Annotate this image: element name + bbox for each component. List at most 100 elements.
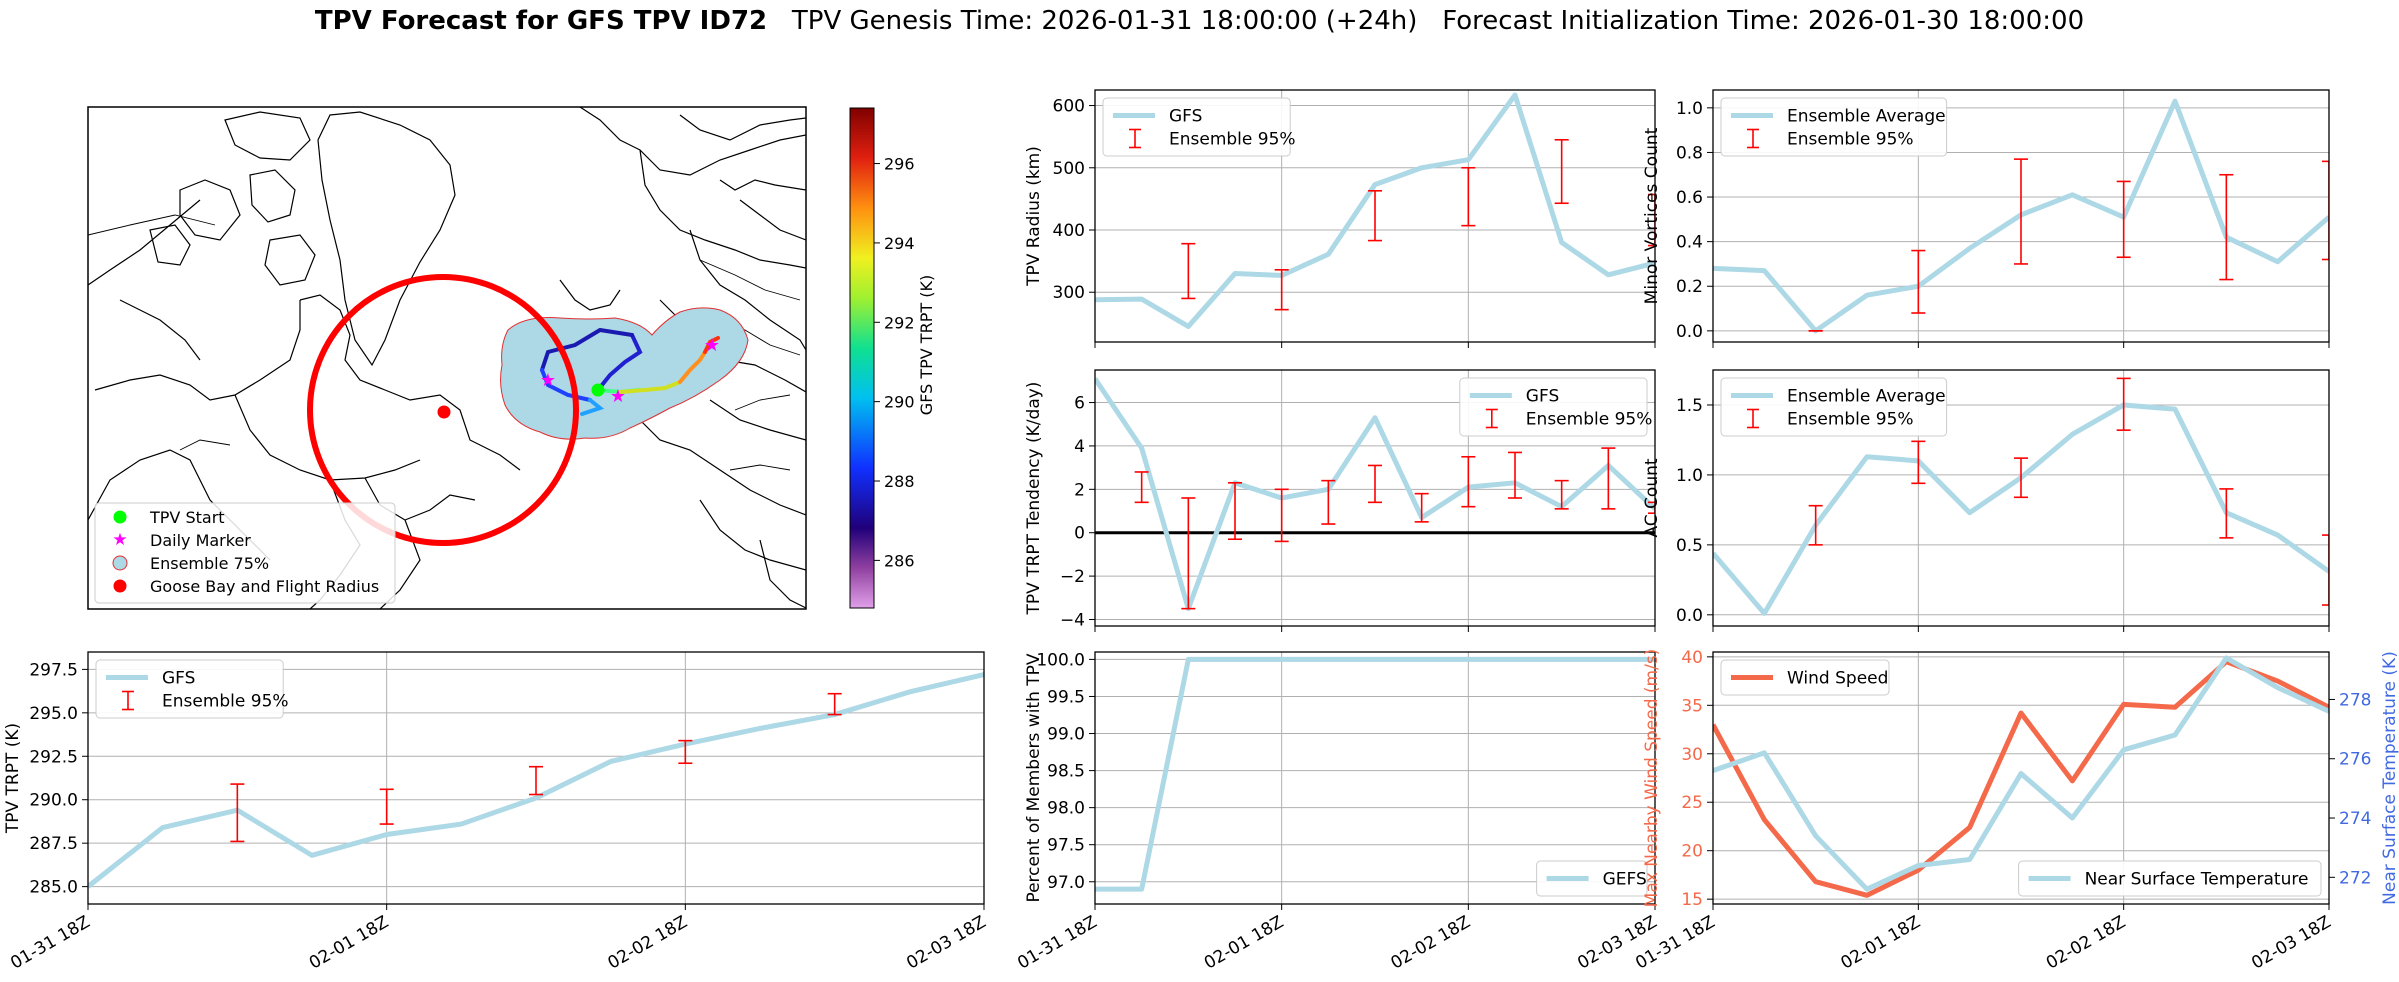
ytick-label: 287.5: [29, 834, 78, 854]
series-line: [1095, 656, 1655, 892]
ytick-label: 0.4: [1676, 233, 1703, 253]
y-axis-label: Max Nearby Wind Speed (m/s): [1642, 649, 1662, 908]
legend-label: Ensemble 95%: [1787, 410, 1914, 430]
chart-radius: 300 400 500 600 TPV Radius (km) GFS Ensemble 9…: [1024, 89, 1656, 348]
chart-trpt: 285.0 287.5 290.0 292.5 295.0 297.5 TPV TRPT (…: [3, 651, 990, 974]
ensemble-75-region: [500, 307, 749, 440]
daily-marker-2: ★: [540, 370, 556, 391]
plot-frame: [87, 651, 985, 905]
ytick-label: 300: [1053, 283, 1085, 303]
map-legend-box: [94, 502, 396, 604]
legend-label: GEFS: [1603, 870, 1647, 890]
plot-area: [88, 672, 984, 889]
legend-label: Near Surface Temperature: [2085, 870, 2309, 890]
plot-frame: [1712, 369, 2330, 627]
map-legend-label: Daily Marker: [150, 531, 251, 550]
colorbar-tick-label: 296: [884, 155, 915, 174]
y-axis-label: AC Count: [1642, 458, 1662, 537]
legend-label: Ensemble 95%: [1526, 410, 1653, 430]
ytick-label: 97.0: [1047, 873, 1085, 893]
ytick-label: 30: [1681, 745, 1703, 765]
legend-label: GFS: [1526, 387, 1559, 407]
legend-label: Ensemble Average: [1787, 387, 1946, 407]
legend-box: [2018, 860, 2322, 897]
tpv-start-marker: [591, 383, 605, 397]
y2tick-label: 274: [2339, 809, 2371, 829]
ytick-label: 20: [1681, 842, 1703, 862]
tpv-track: [540, 327, 720, 416]
legend-label: Wind Speed: [1787, 669, 1888, 689]
title-init-time: Forecast Initialization Time: 2026-01-30…: [1442, 6, 2085, 36]
colorbar-label: GFS TPV TRPT (K): [917, 275, 936, 415]
legend-box: [1720, 377, 1948, 437]
colorbar-tick-label: 292: [884, 313, 915, 332]
ytick-label: 0.6: [1676, 188, 1703, 208]
plot-frame: [1712, 651, 2330, 905]
colorbar-gradient: [849, 107, 875, 609]
ytick-label: 98.5: [1047, 762, 1085, 782]
daily-marker-1: ★: [610, 386, 626, 407]
plot-area: [1095, 377, 1655, 612]
ytick-label: 1.5: [1676, 396, 1703, 416]
ytick-label: 0: [1074, 524, 1085, 544]
map-legend-label: Goose Bay and Flight Radius: [150, 577, 379, 596]
figure-title: TPV Forecast for GFS TPV ID72 TPV Genesi…: [0, 6, 2399, 36]
legend: GEFS: [1536, 860, 1648, 897]
xtick-label: 02-02 18Z: [605, 912, 691, 973]
plot-area: [1713, 377, 2329, 616]
ytick-label: 500: [1053, 159, 1085, 179]
xtick-label: 02-02 18Z: [1388, 912, 1474, 973]
colorbar-tick-label: 288: [884, 472, 915, 491]
legend: Wind Speed: [1720, 659, 1890, 696]
map-panel: ★ ★ ★ TPV Start ★ Daily Marker Ensemble …: [87, 106, 807, 610]
ytick-label: 35: [1681, 696, 1703, 716]
series-line: [1095, 92, 1655, 329]
map-legend: TPV Start ★ Daily Marker Ensemble 75% Go…: [94, 502, 396, 604]
ytick-label: 25: [1681, 793, 1703, 813]
ytick-label: 2: [1074, 480, 1085, 500]
y2tick-label: 278: [2339, 690, 2371, 710]
series-line: [1713, 655, 2329, 892]
map-frame: [87, 106, 807, 610]
ytick-label: −4: [1060, 610, 1085, 630]
ytick-label: 0.0: [1676, 322, 1703, 342]
legend-label: Ensemble 95%: [1787, 130, 1914, 150]
title-storm-id: TPV Forecast for GFS TPV ID72: [314, 6, 768, 36]
legend-box: [95, 659, 284, 719]
daily-marker-3: ★: [704, 335, 720, 356]
legend: Near Surface Temperature: [2018, 860, 2322, 897]
ytick-label: 4: [1074, 437, 1085, 457]
legend: Ensemble Average Ensemble 95%: [1720, 97, 1948, 157]
chart-minor: 0.0 0.2 0.4 0.6 0.8 1.0 Minor Vortices Count En…: [1642, 89, 2330, 348]
map-coastlines: [88, 107, 806, 609]
chart-wind_temp: 15 20 25 30 35 40 272 274 276 278 Near Surface Tem…: [1632, 648, 2399, 974]
y-axis-label: TPV TRPT Tendency (K/day): [1024, 382, 1044, 616]
y-axis-label: Minor Vortices Count: [1642, 127, 1662, 304]
ytick-label: 97.5: [1047, 836, 1085, 856]
legend: GFS Ensemble 95%: [95, 659, 289, 719]
ytick-label: 15: [1681, 890, 1703, 910]
ytick-label: 1.0: [1676, 99, 1703, 119]
chart-tendency: −4 −2 0 2 4 6 TPV TRPT Tendency (K/day) GFS Ense…: [1024, 369, 1656, 632]
flight-radius-circle: [307, 274, 579, 546]
title-genesis-time: TPV Genesis Time: 2026-01-31 18:00:00 (+…: [791, 6, 1418, 36]
ytick-label: 0.2: [1676, 277, 1703, 297]
legend-box: [1459, 377, 1648, 437]
map-legend-label: TPV Start: [149, 508, 225, 527]
y2-axis-label: Near Surface Temperature (K): [2380, 651, 2399, 905]
plot-area: [1713, 98, 2329, 334]
ytick-label: 292.5: [29, 747, 78, 767]
y-axis-label: TPV Radius (km): [1024, 146, 1044, 287]
ytick-label: 100.0: [1036, 650, 1085, 670]
ytick-label: 98.0: [1047, 799, 1085, 819]
ytick-label: 0.8: [1676, 143, 1703, 163]
legend-box: [1720, 97, 1948, 157]
plot-area: [1095, 656, 1655, 892]
legend-daily-star: ★: [112, 530, 127, 550]
xtick-label: 02-01 18Z: [1838, 912, 1924, 973]
plot-area: [1713, 655, 2329, 898]
legend-box: [1536, 860, 1648, 897]
ytick-label: 99.0: [1047, 725, 1085, 745]
